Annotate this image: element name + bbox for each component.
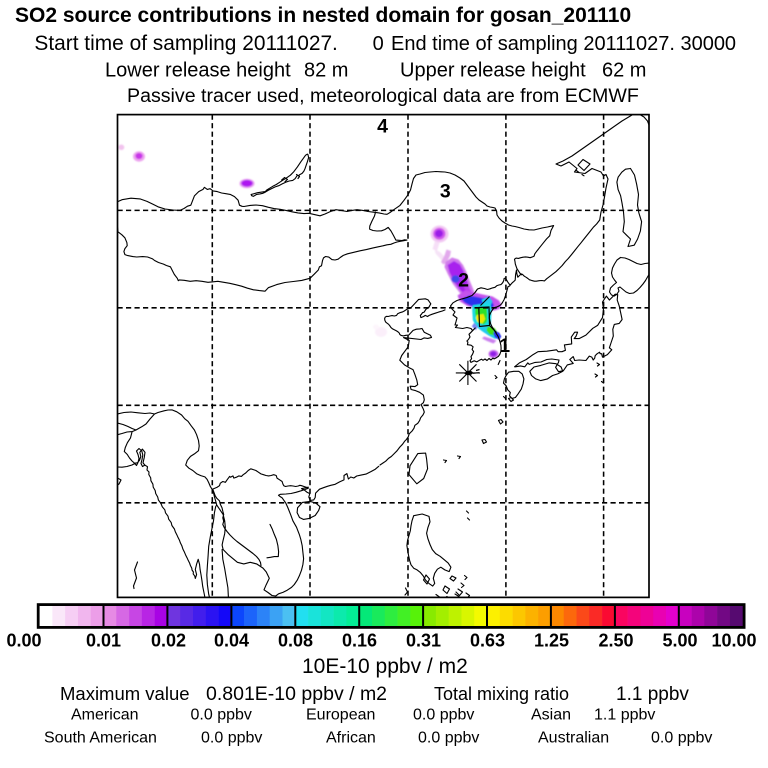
svg-text:Maximum value: Maximum value [60, 683, 190, 704]
svg-text:Passive tracer used, meteorolo: Passive tracer used, meteorological data… [127, 85, 639, 107]
svg-text:Total mixing ratio: Total mixing ratio [434, 684, 569, 704]
svg-text:0.16: 0.16 [342, 630, 377, 650]
svg-text:4: 4 [377, 115, 388, 137]
svg-text:3: 3 [440, 181, 451, 203]
svg-text:Lower release height: Lower release height [105, 60, 291, 82]
svg-text:European: European [306, 707, 375, 724]
svg-text:American: American [71, 707, 139, 724]
svg-text:1.1 ppbv: 1.1 ppbv [594, 707, 655, 724]
svg-text:African: African [326, 730, 376, 747]
svg-text:2: 2 [458, 270, 469, 292]
svg-text:South American: South American [44, 730, 157, 747]
svg-text:0.08: 0.08 [278, 630, 313, 650]
svg-text:0.0 ppbv: 0.0 ppbv [418, 730, 479, 747]
svg-text:Start time of sampling 2011102: Start time of sampling 20111027. [34, 32, 337, 55]
svg-text:0.63: 0.63 [470, 630, 505, 650]
svg-text:10E-10 ppbv / m2: 10E-10 ppbv / m2 [302, 655, 468, 678]
svg-text:1.25: 1.25 [534, 630, 569, 650]
svg-text:0.0 ppbv: 0.0 ppbv [413, 707, 474, 724]
svg-text:0.0 ppbv: 0.0 ppbv [191, 707, 252, 724]
svg-text:1.1 ppbv: 1.1 ppbv [616, 684, 689, 705]
svg-text:0.0 ppbv: 0.0 ppbv [201, 730, 262, 747]
svg-text:Asian: Asian [531, 707, 571, 724]
svg-text:0: 0 [373, 33, 384, 55]
svg-text:0.801E-10 ppbv / m2: 0.801E-10 ppbv / m2 [206, 683, 387, 705]
svg-text:82 m: 82 m [304, 60, 348, 82]
svg-text:0.31: 0.31 [406, 630, 441, 650]
svg-text:0.01: 0.01 [86, 630, 121, 650]
svg-text:SO2 source contributions in ne: SO2 source contributions in nested domai… [15, 4, 631, 27]
svg-text:10.00: 10.00 [711, 630, 756, 650]
svg-text:62 m: 62 m [602, 60, 646, 82]
svg-text:0.02: 0.02 [151, 630, 186, 650]
svg-text:0.0 ppbv: 0.0 ppbv [651, 730, 712, 747]
svg-text:Australian: Australian [538, 730, 609, 747]
svg-text:2.50: 2.50 [598, 630, 633, 650]
svg-text:0.00: 0.00 [6, 630, 41, 650]
svg-text:1: 1 [499, 335, 510, 357]
svg-text:0.04: 0.04 [214, 630, 249, 650]
svg-text:Upper release height: Upper release height [400, 60, 586, 82]
svg-text:5.00: 5.00 [662, 630, 697, 650]
svg-text:End time of sampling 20111027.: End time of sampling 20111027. 30000 [391, 33, 736, 55]
